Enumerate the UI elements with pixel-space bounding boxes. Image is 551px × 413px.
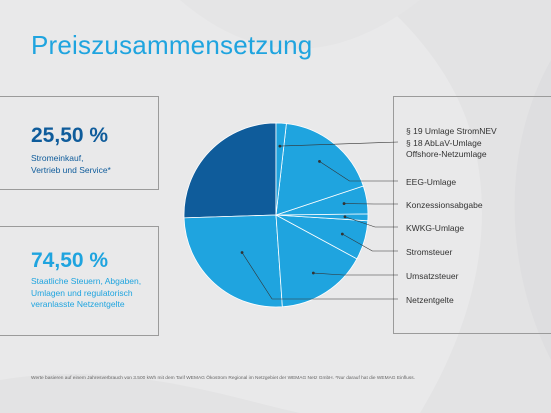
pie-slices [183,122,369,308]
leader-line [313,272,398,276]
purchase-share-value: 25,50 % [31,124,109,147]
legend-label-umsatzsteuer: Umsatzsteuer [406,271,459,281]
legend-label-konzession: Konzessionsabgabe [406,200,483,210]
legend-label-ablav: § 18 AbLaV-Umlage [406,137,482,148]
leader-dot [318,160,321,163]
legend-label-offshore: Offshore-Netzumlage [406,149,487,159]
leader-dot [311,271,315,275]
leader-line [241,252,398,300]
legend-label-netzentgelte: Netzentgelte [406,295,454,305]
leader-line [342,233,398,252]
legend-label-stromsteuer: Stromsteuer [406,247,453,257]
leader-dot [343,215,347,219]
leader-dot [342,202,346,205]
purchase-share-description: Stromeinkauf, Vertrieb und Service* [31,153,111,176]
leader-dot [240,251,244,254]
legend-label-stromnev: § 19 Umlage StromNEV [406,126,497,136]
footnote: Werte basieren auf einem Jahresverbrauch… [31,376,415,381]
leader-dot [278,144,282,148]
legend-panel [393,96,551,334]
leader-dot [340,232,344,236]
leader-line [279,141,399,147]
government-share-line: Staatliche Steuern, Abgaben, [31,276,142,286]
legend-label-kwkg: KWKG-Umlage [406,223,465,233]
purchase-share-panel [0,96,159,190]
government-share-panel [0,226,159,336]
legend-top-block: § 19 Umlage StromNEV § 18 AbLaV-Umlage O… [406,126,497,161]
leader-line [319,161,398,182]
legend-label-eeg: EEG-Umlage [406,177,457,187]
pie-slice [275,123,364,216]
pie-slice [183,214,283,308]
government-share-line: Umlagen und regulatorisch [31,287,133,298]
leader-line [344,216,398,228]
pie-slice [275,214,358,308]
purchase-share-line: Vertrieb und Service* [31,164,111,175]
page-title: Preiszusammensetzung [31,30,313,60]
pie-slice [183,122,277,219]
leader-lines [240,141,399,300]
government-share-value: 74,50 % [31,249,109,272]
government-share-description: Staatliche Steuern, Abgaben, Umlagen und… [31,276,141,311]
purchase-share-line: Stromeinkauf, [31,153,84,163]
government-share-line: veranlasste Netzentgelte [31,299,125,309]
